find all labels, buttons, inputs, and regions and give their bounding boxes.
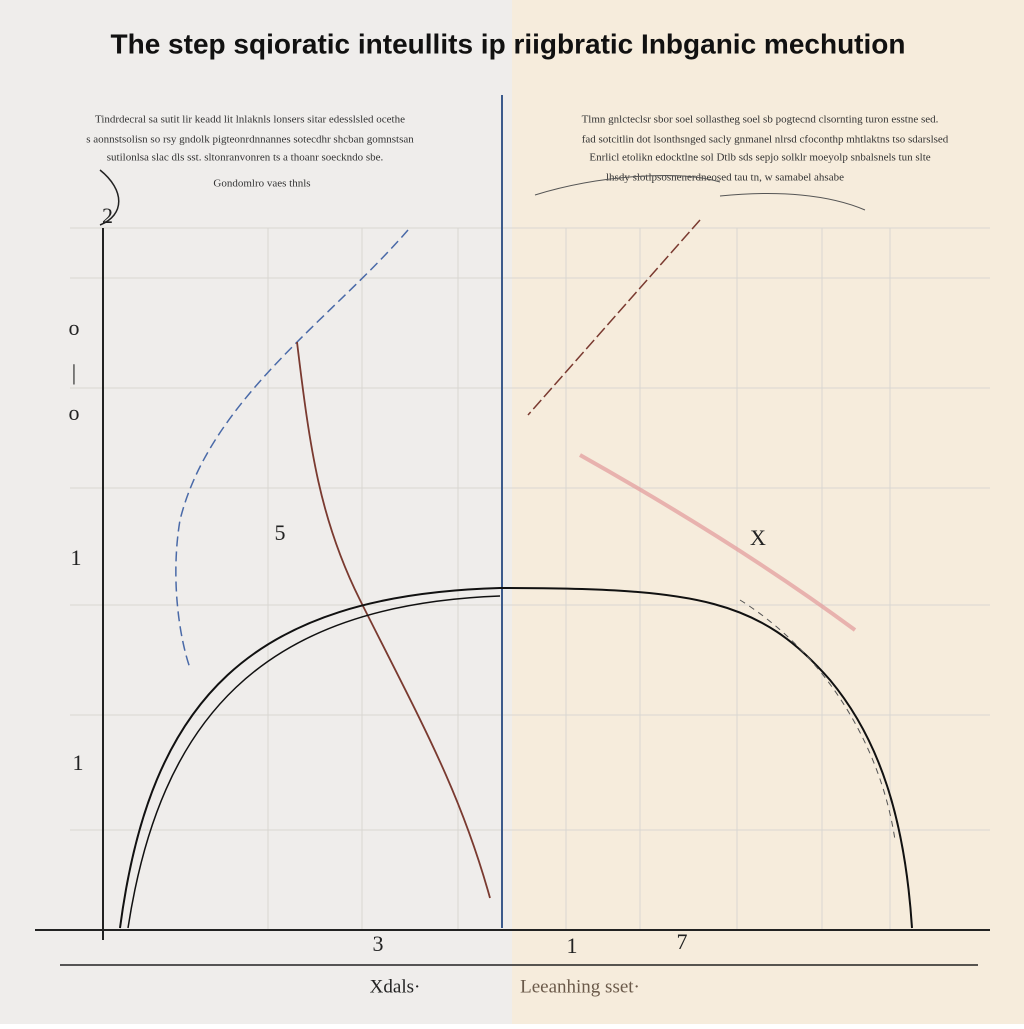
note-line: lhsdy slotlpsosnenerdneosed tau tn, w sa… [606, 172, 844, 184]
arch-outer [119, 586, 913, 929]
y-label: o [69, 400, 80, 425]
blue-curve [175, 229, 409, 669]
left-notes: Tindrdecral sa sutit lir keadd lit lnlak… [86, 114, 414, 190]
x-tick-label: 1 [567, 933, 578, 958]
y-label: 1 [73, 750, 84, 775]
y-label: | [72, 360, 76, 385]
arch-inner [127, 595, 501, 929]
note-line: Enrlicl etolikn edocktlne sol Dtlb sds s… [589, 152, 930, 164]
note-line: fad sotcitlin dot lsonthsnged sacly gnma… [582, 134, 949, 146]
note-line: sutilonlsa slac dls sst. sltonranvonren … [107, 152, 384, 164]
note-line: Tlmn gnlcteclsr sbor soel sollastheg soe… [582, 114, 939, 126]
scribble [534, 175, 721, 196]
annotation: 5 [275, 520, 286, 545]
y-labels: 2 o | o 1 1 [69, 203, 114, 775]
scribble [719, 193, 866, 211]
grid [70, 227, 990, 930]
y-label: o [69, 315, 80, 340]
red-curve [296, 341, 491, 899]
note-line: Tindrdecral sa sutit lir keadd lit lnlak… [95, 114, 405, 126]
right-notes: Tlmn gnlcteclsr sbor soel sollastheg soe… [582, 114, 949, 184]
annotation: X [750, 525, 766, 550]
x-axis-label: Xdals· [370, 976, 421, 997]
x-tick-label: 7 [677, 929, 688, 954]
note-line: s aonnstsolisn so rsy gndolk pigteonrdnn… [86, 134, 414, 146]
arch-dashed [739, 599, 896, 841]
y-label: 2 [102, 203, 113, 228]
axis-squiggle [99, 169, 120, 226]
right-dashed [527, 219, 701, 416]
y-label: 1 [71, 545, 82, 570]
left-panel [0, 0, 512, 1024]
note-line: Gondomlro vaes thnls [213, 178, 310, 190]
x-tick-label: 3 [373, 931, 384, 956]
pink-stroke [579, 453, 857, 632]
x-axis-label: Leeanhing sset· [520, 976, 640, 997]
right-panel [512, 0, 1024, 1024]
title: The step sqioratic inteullits ip riigbra… [111, 28, 906, 59]
